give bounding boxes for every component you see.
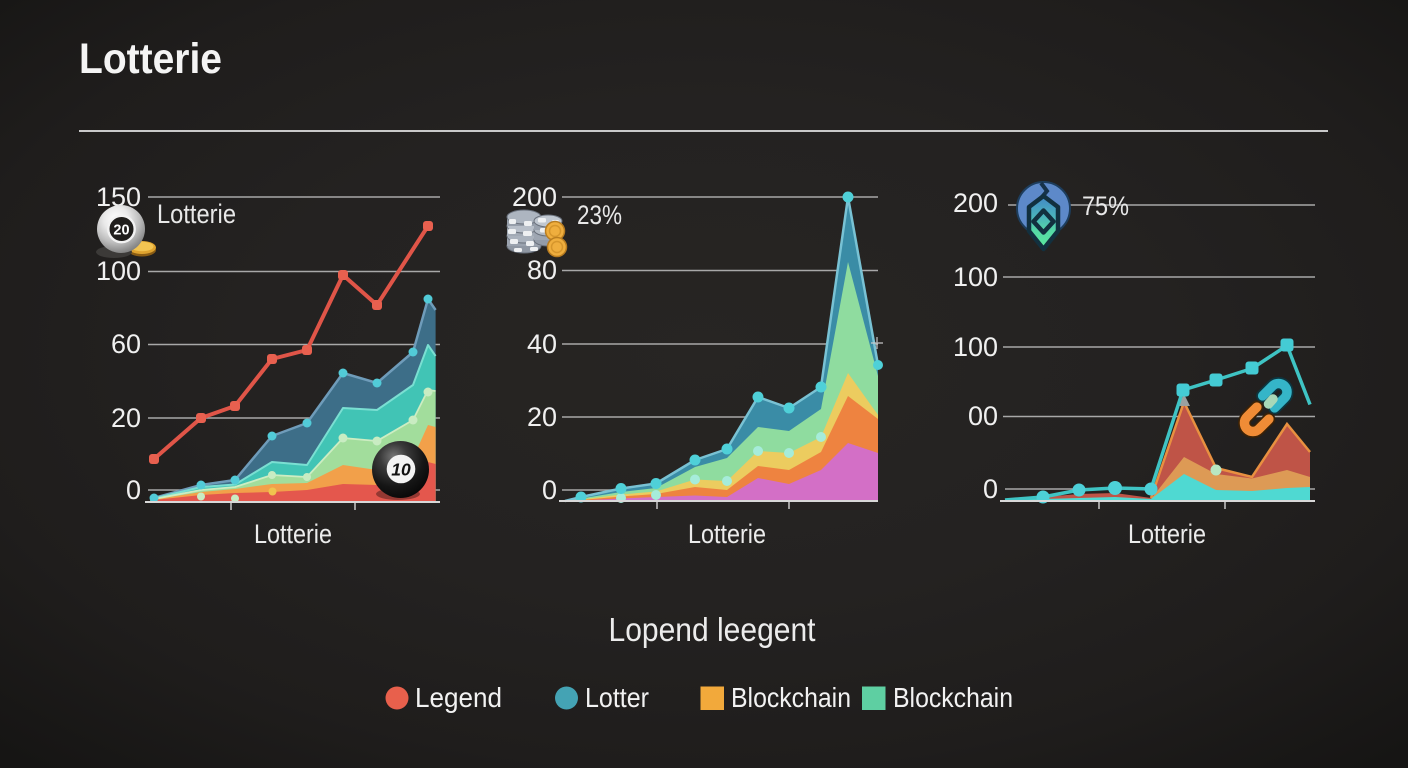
svg-text:20: 20 [111,403,141,433]
svg-text:75%: 75% [1082,191,1129,221]
svg-text:60: 60 [111,329,141,359]
svg-text:Lotterie: Lotterie [688,519,766,549]
svg-text:10: 10 [391,460,411,480]
svg-text:0: 0 [126,475,141,505]
svg-text:23%: 23% [577,200,622,230]
svg-text:100: 100 [953,332,998,362]
svg-text:00: 00 [968,401,998,431]
svg-text:20: 20 [113,223,129,239]
svg-text:20: 20 [527,402,557,432]
svg-text:Lotterie: Lotterie [79,35,222,83]
svg-text:Lotter: Lotter [585,682,649,713]
svg-text:Lopend leegent: Lopend leegent [609,611,816,648]
svg-text:200: 200 [512,182,557,212]
svg-text:Legend: Legend [415,682,502,713]
svg-text:40: 40 [527,329,557,359]
svg-text:200: 200 [953,188,998,218]
svg-text:Lotterie: Lotterie [254,519,332,549]
svg-text:0: 0 [542,475,557,505]
svg-text:Lotterie: Lotterie [157,199,236,229]
svg-text:80: 80 [527,255,557,285]
svg-text:Blockchain: Blockchain [893,682,1013,713]
svg-text:0: 0 [983,474,998,504]
svg-text:100: 100 [953,262,998,292]
svg-text:Lotterie: Lotterie [1128,519,1206,549]
svg-text:Blockchain: Blockchain [731,682,851,713]
svg-text:100: 100 [96,256,141,286]
